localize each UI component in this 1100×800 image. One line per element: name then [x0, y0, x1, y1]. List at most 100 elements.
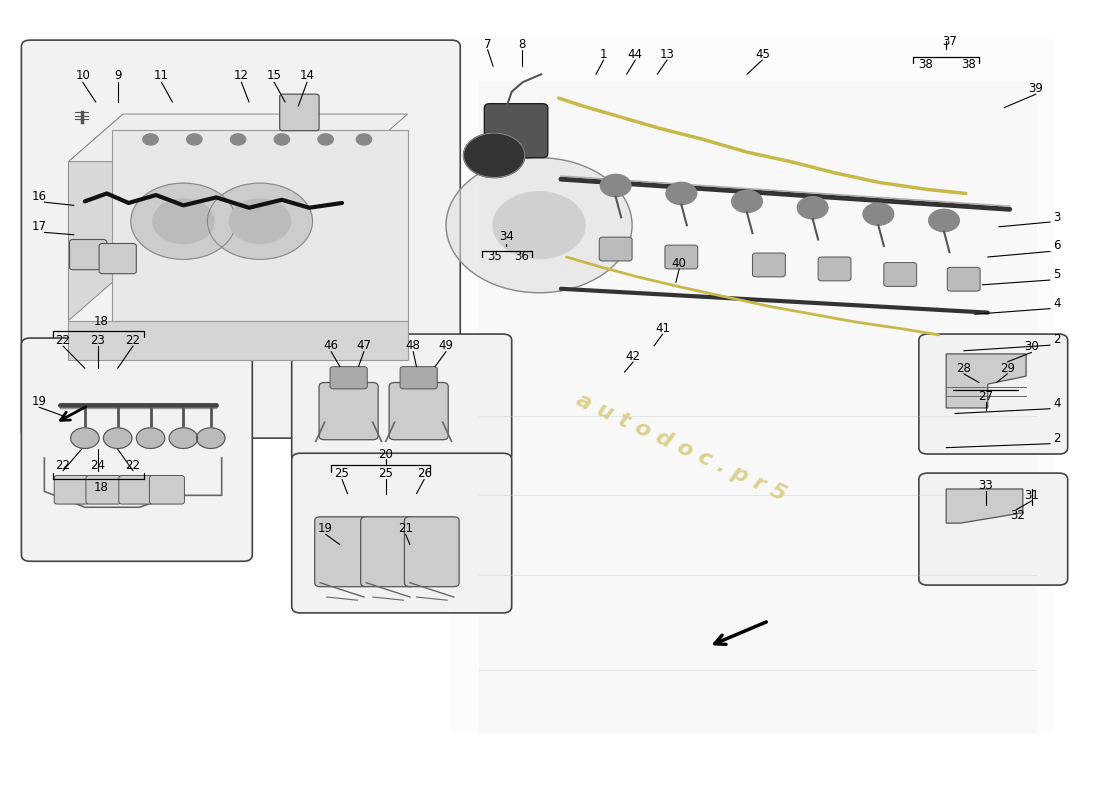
Circle shape — [131, 183, 235, 259]
FancyBboxPatch shape — [54, 475, 89, 504]
Text: 42: 42 — [626, 350, 640, 363]
Text: 9: 9 — [114, 70, 121, 82]
FancyBboxPatch shape — [600, 237, 632, 261]
FancyBboxPatch shape — [484, 104, 548, 158]
FancyBboxPatch shape — [361, 517, 416, 586]
Text: 2: 2 — [1053, 432, 1060, 445]
Text: 20: 20 — [378, 447, 394, 461]
Text: 18: 18 — [94, 315, 109, 328]
FancyBboxPatch shape — [400, 366, 438, 389]
Circle shape — [274, 134, 289, 145]
Text: 41: 41 — [656, 322, 670, 335]
FancyBboxPatch shape — [315, 517, 370, 586]
FancyBboxPatch shape — [918, 334, 1068, 454]
FancyBboxPatch shape — [918, 473, 1068, 585]
Text: 33: 33 — [978, 479, 993, 492]
Text: 36: 36 — [514, 250, 529, 263]
Polygon shape — [946, 354, 1026, 408]
Text: 22: 22 — [55, 458, 70, 472]
Text: 31: 31 — [1024, 489, 1040, 502]
FancyBboxPatch shape — [752, 253, 785, 277]
Text: 28: 28 — [956, 362, 971, 374]
Text: 45: 45 — [755, 48, 770, 61]
Text: 46: 46 — [323, 339, 339, 353]
Circle shape — [208, 183, 312, 259]
Polygon shape — [946, 489, 1023, 523]
Text: 6: 6 — [1053, 239, 1060, 252]
Circle shape — [70, 428, 99, 449]
Text: 22: 22 — [125, 458, 141, 472]
Text: 8: 8 — [518, 38, 525, 50]
Polygon shape — [68, 321, 408, 360]
Text: 2: 2 — [1053, 333, 1060, 346]
Text: 3: 3 — [1053, 210, 1060, 224]
FancyBboxPatch shape — [21, 338, 252, 562]
FancyBboxPatch shape — [86, 475, 121, 504]
Text: 49: 49 — [439, 339, 453, 353]
Circle shape — [143, 134, 158, 145]
FancyBboxPatch shape — [330, 366, 367, 389]
Polygon shape — [68, 114, 408, 162]
Circle shape — [732, 190, 762, 213]
Text: 34: 34 — [498, 230, 514, 243]
Circle shape — [798, 197, 828, 219]
FancyBboxPatch shape — [405, 517, 459, 586]
Text: 25: 25 — [334, 467, 350, 480]
FancyBboxPatch shape — [292, 454, 512, 613]
Text: 17: 17 — [32, 220, 46, 234]
FancyBboxPatch shape — [292, 334, 512, 462]
Text: 25: 25 — [378, 467, 394, 480]
Text: 19: 19 — [318, 522, 333, 535]
Text: 12: 12 — [234, 70, 249, 82]
FancyBboxPatch shape — [150, 475, 185, 504]
FancyBboxPatch shape — [818, 257, 851, 281]
Text: 22: 22 — [125, 334, 141, 347]
Text: 23: 23 — [90, 334, 106, 347]
Circle shape — [230, 134, 245, 145]
Text: 30: 30 — [1024, 340, 1038, 354]
Text: 5: 5 — [1053, 268, 1060, 281]
Circle shape — [229, 199, 290, 243]
Polygon shape — [112, 130, 408, 321]
FancyBboxPatch shape — [947, 267, 980, 291]
Text: 44: 44 — [628, 48, 642, 61]
Circle shape — [446, 158, 632, 293]
Circle shape — [197, 428, 224, 449]
Circle shape — [493, 192, 585, 258]
Text: 24: 24 — [90, 458, 106, 472]
Circle shape — [153, 199, 214, 243]
Text: 38: 38 — [918, 58, 933, 71]
FancyBboxPatch shape — [119, 475, 154, 504]
FancyBboxPatch shape — [99, 243, 136, 274]
Polygon shape — [68, 114, 123, 321]
Text: 27: 27 — [978, 390, 993, 402]
Circle shape — [318, 134, 333, 145]
FancyBboxPatch shape — [69, 239, 107, 270]
Text: 10: 10 — [75, 70, 90, 82]
FancyBboxPatch shape — [883, 262, 916, 286]
Text: 39: 39 — [1028, 82, 1044, 95]
Polygon shape — [451, 34, 1054, 734]
Text: 38: 38 — [960, 58, 976, 71]
Text: 22: 22 — [55, 334, 70, 347]
Text: 14: 14 — [299, 70, 315, 82]
Circle shape — [103, 428, 132, 449]
FancyBboxPatch shape — [664, 245, 697, 269]
FancyBboxPatch shape — [279, 94, 319, 130]
Text: 1: 1 — [600, 48, 607, 61]
Text: 7: 7 — [484, 38, 492, 50]
Text: 21: 21 — [398, 522, 412, 535]
Text: 26: 26 — [417, 467, 431, 480]
Text: 13: 13 — [660, 48, 674, 61]
Text: 16: 16 — [32, 190, 46, 203]
Text: 40: 40 — [672, 257, 686, 270]
Text: 32: 32 — [1010, 509, 1025, 522]
Circle shape — [463, 133, 525, 178]
Circle shape — [601, 174, 631, 197]
Text: 35: 35 — [487, 250, 502, 263]
Circle shape — [928, 210, 959, 231]
Circle shape — [356, 134, 372, 145]
FancyBboxPatch shape — [389, 382, 448, 440]
Text: 48: 48 — [406, 339, 420, 353]
Circle shape — [864, 203, 893, 226]
